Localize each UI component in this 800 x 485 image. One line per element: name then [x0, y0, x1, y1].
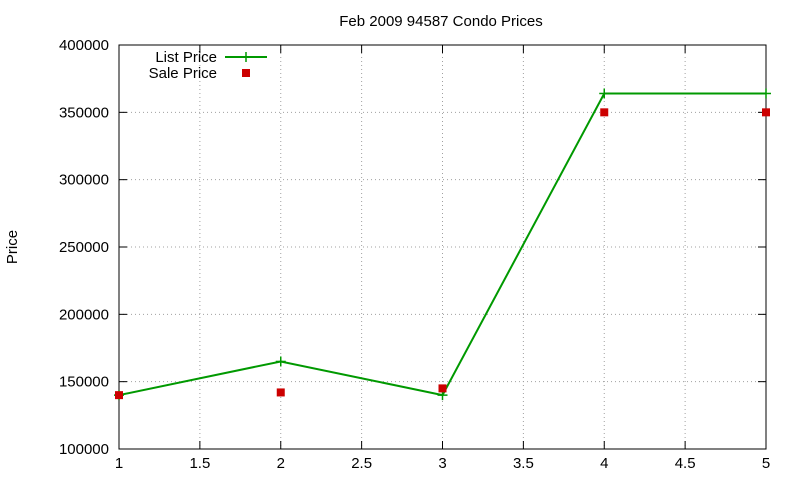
legend-plus-marker: [241, 52, 251, 62]
list-price-point: [599, 88, 610, 99]
legend-label: Sale Price: [149, 65, 217, 82]
sale-price-point: [276, 388, 285, 397]
x-tick-label: 5: [762, 455, 770, 472]
list-price-point: [275, 356, 286, 367]
x-tick-label: 4: [600, 455, 608, 472]
y-tick-label: 300000: [59, 172, 109, 189]
chart-title: Feb 2009 94587 Condo Prices: [339, 13, 542, 30]
x-tick-label: 3.5: [513, 455, 534, 472]
legend-label: List Price: [155, 49, 217, 66]
sale-price-point: [762, 108, 770, 117]
x-tick-label: 2.5: [351, 455, 372, 472]
y-tick-label: 350000: [59, 104, 109, 121]
x-tick-label: 3: [438, 455, 446, 472]
x-tick-label: 1: [115, 455, 123, 472]
y-tick-label: 150000: [59, 374, 109, 391]
y-tick-label: 400000: [59, 37, 109, 54]
y-axis-label: Price: [4, 230, 21, 264]
x-tick-label: 2: [277, 455, 285, 472]
x-tick-label: 1.5: [189, 455, 210, 472]
tick-layer: 1 1.5 2 2.5 3 3.5 4 4.5 5 100000 150000 200000 25000…: [59, 37, 770, 472]
series-layer: [114, 88, 771, 401]
y-tick-label: 250000: [59, 239, 109, 256]
y-tick-label: 200000: [59, 306, 109, 323]
x-tick-label: 4.5: [675, 455, 696, 472]
sale-price-point: [438, 384, 447, 393]
y-tick-label: 100000: [59, 441, 109, 458]
sale-price-point: [600, 108, 609, 117]
sale-price-point: [115, 391, 123, 400]
legend-square-marker: [242, 69, 250, 77]
list-price-point: [761, 88, 771, 99]
